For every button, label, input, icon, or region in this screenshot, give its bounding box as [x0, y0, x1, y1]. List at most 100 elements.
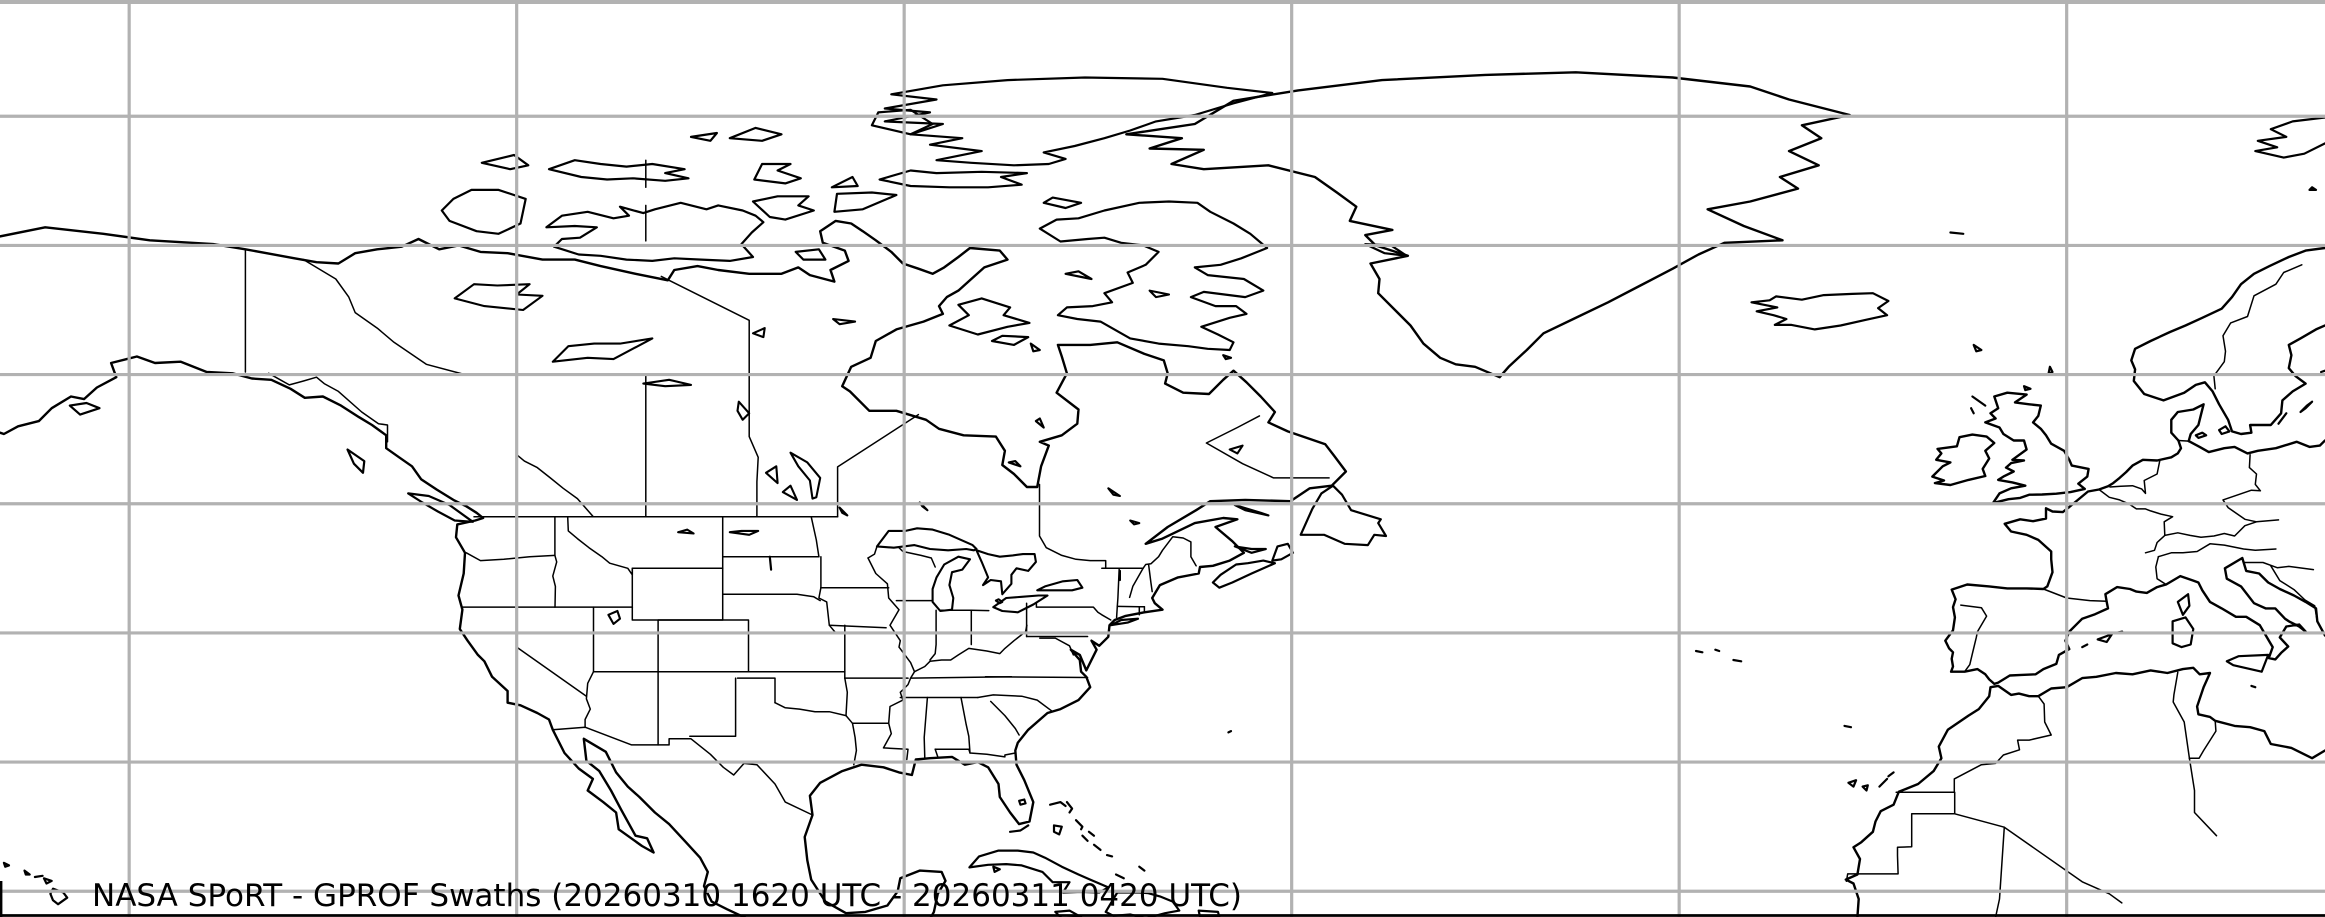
lake-superior [875, 527, 978, 552]
oland [2277, 412, 2288, 425]
denmark-jutland [2170, 403, 2205, 443]
somerset-island [833, 191, 898, 213]
banks-island [440, 188, 527, 235]
bermuda [1227, 729, 1233, 734]
sicily [2225, 653, 2270, 673]
mississippi-river-border [867, 557, 916, 761]
netherlands-germany-border [2109, 460, 2161, 495]
oahu [23, 869, 31, 876]
akimiski-island [1007, 460, 1022, 468]
algeria-tunisia-border [2172, 671, 2191, 759]
mauritania-mali-border [1994, 826, 2006, 917]
gran-canaria [1861, 784, 1869, 792]
mt-id-border [566, 515, 634, 576]
molokai [33, 874, 44, 879]
mb-on-border [836, 413, 920, 518]
azores-3 [1732, 658, 1743, 663]
bear-island [2308, 186, 2318, 191]
nc-sc-border [977, 694, 1054, 713]
lake-sakakawea [728, 529, 760, 536]
mallorca [2096, 633, 2113, 644]
denmark-germany-border [2177, 439, 2190, 442]
baffin-island [1038, 200, 1269, 352]
lake-mistassini [1107, 487, 1121, 498]
potomac-border [1039, 637, 1075, 656]
north-africa-coast [1844, 666, 2325, 917]
hebrides-2 [1969, 407, 1975, 415]
jan-mayen [1949, 231, 1965, 235]
hebrides-1 [1971, 395, 1987, 407]
ar-ok-border [844, 677, 849, 717]
greenland [1125, 71, 1851, 379]
gotland [2299, 400, 2314, 414]
sd-ne-border [722, 593, 821, 602]
ellesmere-island [883, 76, 1274, 167]
baker-lake [832, 317, 857, 326]
crooked-island [1105, 853, 1114, 858]
ibiza [2081, 643, 2089, 649]
algeria-mauritania-mali-border [1953, 813, 2123, 904]
dubawnt-lake [751, 327, 766, 339]
amund-ringnes-island [689, 131, 719, 142]
prince-edward-island [1233, 545, 1267, 554]
nu-nwt-mainland [660, 275, 750, 376]
ak-bc-panhandle-border [267, 372, 389, 443]
fl-al-west [934, 748, 939, 758]
lake-manitoba [781, 484, 799, 501]
europe-atlantic-med-coast [1944, 439, 2325, 686]
long-island [1109, 617, 1140, 627]
prince-patrick-island [480, 153, 530, 171]
great-britain [1984, 391, 2090, 505]
ny-pa-border [1035, 602, 1112, 621]
central-europe-borders [2222, 453, 2262, 523]
sardinia [2171, 616, 2195, 649]
fuerteventura [1878, 777, 1889, 788]
lake-huron [975, 549, 1037, 596]
kodiak-island [68, 401, 101, 416]
shetland-islands [2047, 365, 2054, 375]
zealand [2218, 425, 2231, 436]
lake-oahe [768, 555, 773, 571]
sk-mb-border [748, 373, 759, 518]
morocco-algeria-border [1953, 695, 2052, 794]
qc-nl-border [1205, 415, 1330, 479]
azores-2 [1714, 648, 1721, 653]
maui [42, 877, 53, 885]
ny-new-england-border [1115, 567, 1120, 619]
bathurst-island [753, 162, 802, 185]
ellef-ringnes-island [728, 126, 783, 142]
anticosti-island [1233, 503, 1270, 517]
fyn [2194, 431, 2208, 439]
great-salt-lake [607, 609, 622, 625]
belcher-islands [1034, 417, 1045, 429]
grand-bahama [1048, 800, 1067, 808]
malta [2250, 684, 2257, 689]
al-ms-border [923, 696, 929, 759]
isla-juventud [992, 865, 1001, 874]
turks [1138, 865, 1146, 872]
ok-panhandle [736, 677, 776, 704]
fl-north-border [934, 748, 1017, 758]
on-qc-border [1038, 483, 1107, 570]
sc-ga-border [989, 700, 1020, 736]
norway-sweden-border [2213, 264, 2303, 390]
lake-winnipeg [789, 451, 822, 500]
qc-us-45n-me [1101, 535, 1197, 570]
il-in-border [929, 609, 937, 661]
ohio-river-border [913, 624, 1028, 673]
king-william-island [794, 248, 827, 261]
kauai [2, 861, 11, 868]
madeira [1843, 724, 1853, 729]
prince-of-wales-island [751, 195, 815, 221]
faroe-islands [1972, 343, 1983, 353]
devon-island [878, 169, 1029, 189]
inagua [1114, 873, 1125, 880]
baltic-south-coast [2187, 439, 2325, 455]
tx-ok-red-river [774, 701, 847, 717]
andros [1052, 824, 1063, 836]
france-italy-border [2155, 555, 2167, 586]
resolution-island [1222, 354, 1233, 361]
swiss-german-austrian-border [2144, 519, 2280, 554]
